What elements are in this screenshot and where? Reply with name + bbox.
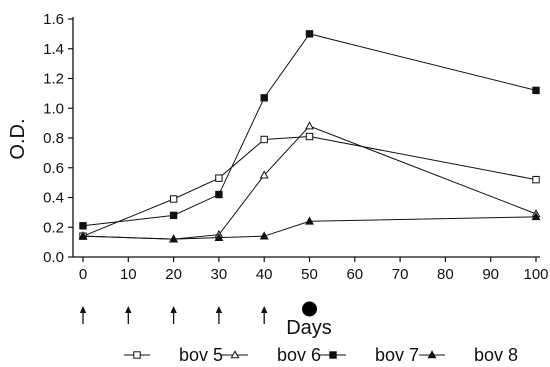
arrow-up-icon bbox=[170, 306, 177, 324]
y-tick-label: 1.6 bbox=[43, 11, 64, 28]
legend-label: bov 8 bbox=[474, 345, 518, 365]
data-point-bov-8 bbox=[214, 232, 224, 241]
legend-item: bov 7 bbox=[320, 345, 419, 365]
legend-marker bbox=[329, 351, 337, 359]
data-point-bov-8 bbox=[78, 231, 88, 240]
data-point-bov-7 bbox=[260, 94, 268, 102]
legend-item: bov 5 bbox=[124, 345, 223, 365]
series-bov-8 bbox=[78, 211, 541, 243]
x-tick-label: 80 bbox=[437, 266, 454, 283]
x-axis-label: Days bbox=[286, 317, 332, 339]
x-tick-label: 60 bbox=[346, 266, 363, 283]
data-point-bov-5 bbox=[260, 135, 268, 144]
legend-item: bov 6 bbox=[222, 345, 321, 365]
legend-marker bbox=[230, 350, 240, 359]
y-tick-label: 1.2 bbox=[43, 71, 64, 88]
y-tick-label: 1.0 bbox=[43, 100, 64, 117]
data-point-bov-8 bbox=[169, 234, 179, 243]
annotations bbox=[79, 301, 317, 324]
legend-label: bov 7 bbox=[375, 345, 419, 365]
series-layer bbox=[78, 30, 541, 243]
series-line-bov-8 bbox=[82, 216, 537, 240]
x-tick-label: 100 bbox=[523, 266, 548, 283]
y-tick-label: 0.2 bbox=[43, 219, 64, 236]
data-point-bov-8 bbox=[305, 216, 314, 225]
legend-marker bbox=[133, 351, 141, 359]
data-point-bov-7 bbox=[215, 190, 223, 199]
x-tick-label: 10 bbox=[120, 266, 137, 283]
legend-item: bov 8 bbox=[419, 345, 518, 365]
y-axis-label: O.D. bbox=[7, 118, 29, 159]
data-point-bov-5 bbox=[532, 175, 540, 184]
x-tick-label: 50 bbox=[301, 266, 318, 283]
data-point-bov-5 bbox=[215, 174, 223, 182]
data-point-bov-6 bbox=[305, 121, 314, 130]
data-point-bov-7 bbox=[532, 86, 540, 95]
legend-marker bbox=[427, 350, 437, 359]
legend: bov 5 bov 6 bov 7 bov 8 bbox=[124, 345, 518, 365]
data-point-bov-6 bbox=[259, 170, 269, 179]
arrow-up-icon bbox=[215, 306, 223, 324]
arrow-up-icon bbox=[79, 306, 87, 324]
y-tick-label: 0.0 bbox=[43, 249, 64, 266]
data-point-bov-8 bbox=[259, 231, 269, 240]
x-tick-label: 90 bbox=[482, 266, 499, 283]
x-tick-label: 30 bbox=[211, 266, 228, 283]
x-tick-label: 70 bbox=[392, 266, 409, 283]
x-tick-label: 20 bbox=[165, 266, 182, 283]
arrow-up-icon bbox=[125, 306, 132, 324]
data-point-bov-5 bbox=[169, 195, 178, 203]
series-line-bov-7 bbox=[82, 33, 537, 227]
data-point-bov-7 bbox=[79, 222, 87, 230]
y-tick-label: 0.4 bbox=[43, 190, 64, 207]
arrow-up-icon bbox=[261, 306, 268, 324]
data-point-bov-7 bbox=[305, 30, 314, 38]
axes: 0.0 0.2 0.4 0.6 0.8 1.0 1.2 1.4 1.6 0 10 20 30 40 50 60… bbox=[43, 11, 548, 283]
data-point-bov-8 bbox=[531, 211, 541, 221]
data-point-bov-7 bbox=[169, 211, 178, 220]
y-tick-label: 0.8 bbox=[43, 130, 64, 147]
y-tick-label: 0.6 bbox=[43, 160, 64, 177]
series-line-bov-5 bbox=[82, 136, 537, 237]
legend-label: bov 6 bbox=[277, 345, 321, 365]
x-tick-label: 40 bbox=[256, 266, 273, 283]
filled-dot-icon bbox=[302, 301, 317, 317]
series-bov-7 bbox=[79, 30, 540, 230]
x-tick-label: 0 bbox=[79, 266, 87, 283]
data-point-bov-5 bbox=[305, 132, 314, 141]
legend-label: bov 5 bbox=[179, 345, 223, 365]
y-tick-label: 1.4 bbox=[43, 41, 64, 58]
